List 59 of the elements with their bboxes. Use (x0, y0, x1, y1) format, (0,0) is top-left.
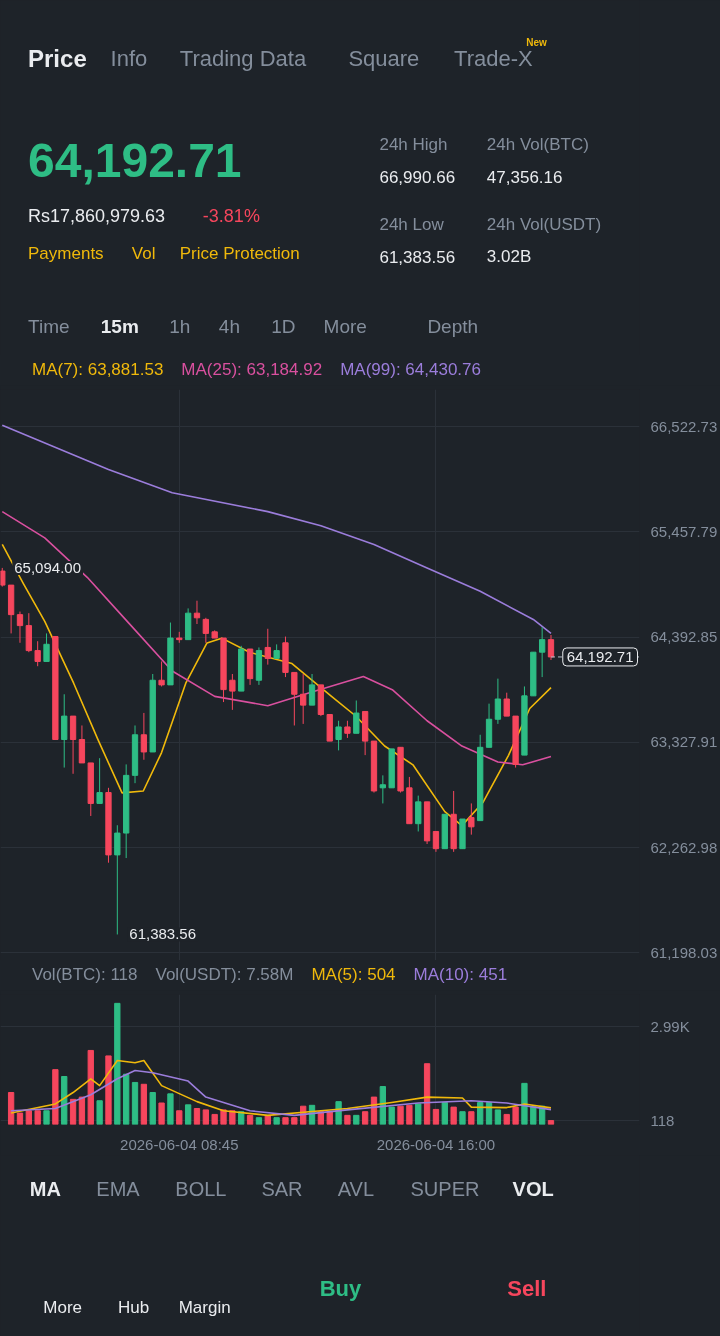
text: More (43, 1298, 82, 1317)
x-tick-label: 2026-06-04 08:45 (120, 1135, 239, 1153)
text: MA (29, 1177, 61, 1200)
text: 47,356.16 (486, 167, 563, 187)
text: VOL (512, 1177, 554, 1200)
text: Margin (178, 1298, 231, 1317)
y-tick-label: 62,262.98 (650, 838, 718, 856)
text: 24h High (379, 135, 448, 154)
text: Vol (131, 244, 156, 263)
text: 24h Low (379, 215, 445, 234)
text: Hub (118, 1298, 150, 1317)
text: Time (28, 316, 70, 337)
y-tick-label: 118 (650, 1112, 675, 1130)
y-tick-label: 65,457.79 (650, 522, 718, 540)
text: MA(99): 64,430.76 (340, 360, 481, 379)
text: EMA (96, 1177, 141, 1200)
text: Square (348, 46, 420, 71)
text: AVL (337, 1177, 375, 1200)
text: 24h Vol(USDT) (486, 215, 602, 234)
text: 61,383.56 (379, 247, 456, 267)
ref-line-label: 64,192.71 (566, 647, 634, 665)
text: -3.81% (202, 205, 260, 226)
text: Price (28, 45, 87, 72)
text: 24h Vol(BTC) (486, 135, 589, 154)
y-tick-label: 2.99K (650, 1017, 690, 1035)
text: Info (110, 46, 148, 71)
text: 1D (271, 316, 296, 337)
text: MA(25): 63,184.92 (181, 360, 323, 379)
annotation: 65,094.00 (14, 558, 81, 576)
text: MA(7): 63,881.53 (32, 360, 164, 379)
text: Sell (507, 1276, 547, 1301)
text: Price Protection (179, 244, 300, 263)
text: Vol(USDT): 7.58M (155, 965, 294, 984)
text: MA(10): 451 (413, 965, 508, 984)
text: New (526, 37, 548, 48)
text: 1h (169, 316, 191, 337)
y-tick-label: 63,327.91 (650, 733, 718, 751)
text: Payments (28, 244, 104, 263)
annotation: 61,383.56 (129, 925, 197, 943)
text: Buy (319, 1276, 362, 1301)
text: Rs17,860,979.63 (28, 205, 166, 226)
text: 4h (218, 316, 240, 337)
text: SAR (261, 1177, 303, 1200)
text: BOLL (175, 1177, 227, 1200)
text: More (323, 316, 367, 337)
y-tick-label: 61,198.03 (650, 943, 718, 961)
y-tick-label: 66,522.73 (650, 417, 718, 435)
x-tick-label: 2026-06-04 16:00 (376, 1135, 496, 1153)
text: 3.02B (486, 247, 532, 266)
text: Depth (427, 316, 479, 337)
text: Vol(BTC): 118 (32, 965, 138, 984)
text: SUPER (410, 1177, 480, 1200)
y-tick-label: 64,392.85 (650, 628, 718, 646)
text: 66,990.66 (379, 167, 456, 187)
text: Trading Data (179, 46, 307, 71)
text: Trade-X (454, 46, 533, 71)
text: 15m (100, 316, 139, 337)
text: 64,192.71 (28, 134, 242, 187)
text: MA(5): 504 (311, 965, 396, 984)
